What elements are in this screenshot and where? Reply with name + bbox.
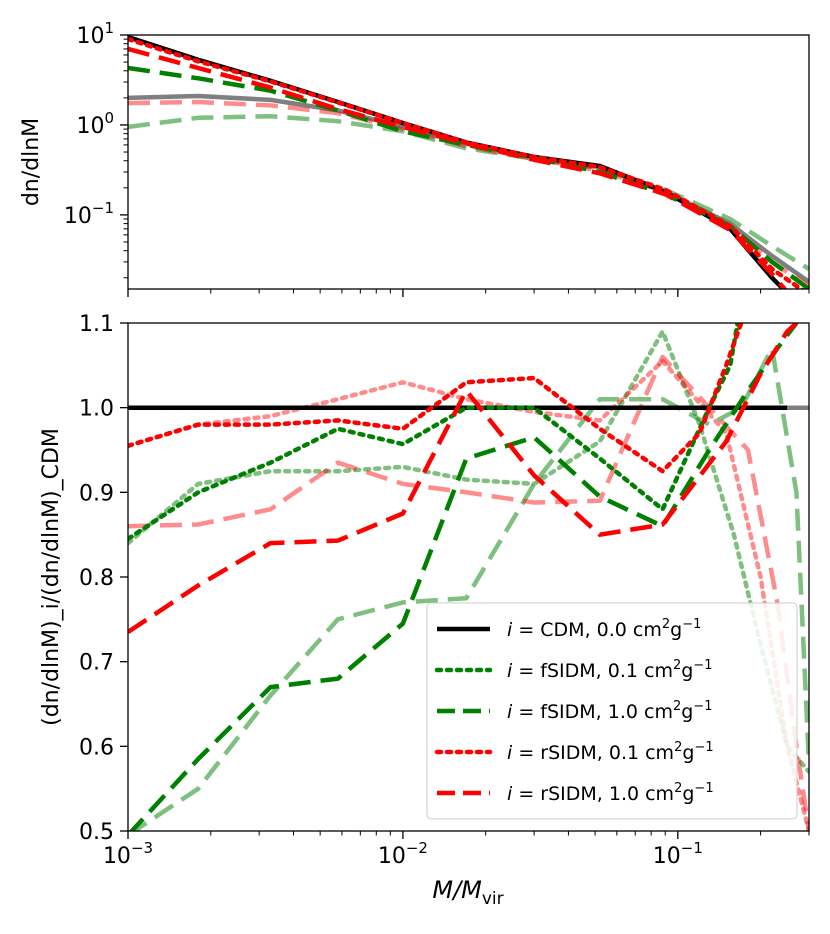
legend-sup1: 2 xyxy=(662,617,670,632)
bottom-series-lines xyxy=(128,323,809,831)
x-tick-base: 10 xyxy=(378,844,406,869)
legend-label: fSIDM, 1.0 cm xyxy=(540,701,673,723)
y-tick-label: 100 xyxy=(76,109,114,139)
y-tick-base: 10 xyxy=(76,114,104,139)
legend-entry-label: i = fSIDM, 1.0 cm2g−1 xyxy=(507,699,712,723)
legend-prefix: i = xyxy=(507,701,540,723)
y-tick-exp: 0 xyxy=(104,109,114,127)
bottom-panel: 10−3 10−2 10−10.50.60.70.80.91.01.1 (dn/dl… xyxy=(39,312,810,909)
y-tick-label: 10−1 xyxy=(64,199,114,229)
legend-mid: g xyxy=(670,619,682,641)
legend-prefix: i = xyxy=(507,742,540,764)
y-tick-label: 101 xyxy=(76,19,114,49)
legend-sup2: −1 xyxy=(694,740,713,755)
legend-sup2: −1 xyxy=(694,781,713,796)
series-line-rsidm-0-1-light xyxy=(128,358,809,831)
legend-mid: g xyxy=(682,742,694,764)
legend-sup2: −1 xyxy=(693,658,712,673)
legend-box xyxy=(426,602,798,820)
series-line-fsidm-1-0 xyxy=(128,65,809,289)
y-tick-label: 0.8 xyxy=(79,566,114,591)
legend-mid: g xyxy=(682,783,694,805)
x-axis-label: M/Mvir xyxy=(432,876,503,909)
x-tick-label: 10−2 xyxy=(378,839,428,869)
series-line-fsidm-0-1 xyxy=(128,323,740,542)
x-tick-label: 10−3 xyxy=(103,839,153,869)
legend-sup1: 2 xyxy=(673,699,681,714)
legend-sup2: −1 xyxy=(682,617,701,632)
legend-label: CDM, 0.0 cm xyxy=(540,619,662,641)
legend-mid: g xyxy=(681,660,693,682)
series-line-fsidm-1-0-light xyxy=(128,113,809,271)
x-tick-base: 10 xyxy=(103,844,131,869)
top-series-lines xyxy=(128,35,809,289)
x-tick-base: 10 xyxy=(653,844,681,869)
legend: i = CDM, 0.0 cm2g−1i = fSIDM, 0.1 cm2g−1… xyxy=(426,602,798,820)
legend-label: rSIDM, 1.0 cm xyxy=(540,783,674,805)
legend-entry-label: i = CDM, 0.0 cm2g−1 xyxy=(507,617,701,641)
series-line-cdm-light xyxy=(128,93,809,284)
legend-prefix: i = xyxy=(507,660,540,682)
y-tick-exp: −1 xyxy=(92,199,114,217)
y-tick-exp: 1 xyxy=(104,19,114,37)
top-ylabel: dn/dlnM xyxy=(19,118,44,206)
x-tick-label: 10−1 xyxy=(653,839,703,869)
series-line-rsidm-1-0 xyxy=(128,46,788,289)
series-line-rsidm-1-0-light xyxy=(128,99,809,289)
legend-prefix: i = xyxy=(507,619,540,641)
legend-mid: g xyxy=(681,701,693,723)
legend-entry-label: i = fSIDM, 0.1 cm2g−1 xyxy=(507,658,712,682)
legend-sup2: −1 xyxy=(693,699,712,714)
legend-sup1: 2 xyxy=(673,658,681,673)
legend-entry-label: i = rSIDM, 1.0 cm2g−1 xyxy=(507,781,714,805)
y-tick-label: 1.0 xyxy=(79,397,114,422)
series-line-rsidm-1-0 xyxy=(128,323,798,634)
x-axis-label-main: M/M xyxy=(432,876,482,904)
x-tick-exp: −2 xyxy=(406,839,428,857)
series-line-rsidm-1-0-light xyxy=(128,354,809,831)
y-tick-label: 0.9 xyxy=(79,481,114,506)
bottom-frame xyxy=(127,322,810,832)
bottom-ylabel: (dn/dlnM)_i/(dn/dlnM)_CDM xyxy=(39,428,64,726)
legend-sup1: 2 xyxy=(674,740,682,755)
y-tick-base: 10 xyxy=(76,24,104,49)
top-frame xyxy=(127,34,810,290)
legend-label: rSIDM, 0.1 cm xyxy=(540,742,674,764)
series-line-fsidm-1-0 xyxy=(128,323,799,831)
x-tick-exp: −1 xyxy=(681,839,703,857)
series-line-rsidm-0-1 xyxy=(128,323,744,474)
x-axis-label-sub: vir xyxy=(482,889,504,909)
series-line-fsidm-1-0-light xyxy=(130,346,809,831)
y-tick-label: 0.7 xyxy=(79,651,114,676)
y-tick-label: 1.1 xyxy=(79,312,114,337)
legend-entry-label: i = rSIDM, 0.1 cm2g−1 xyxy=(507,740,714,764)
y-tick-label: 0.5 xyxy=(79,820,114,845)
x-tick-exp: −3 xyxy=(131,839,153,857)
y-tick-label: 0.6 xyxy=(79,735,114,760)
bottom-axis-ticks: 10−3 10−2 10−10.50.60.70.80.91.01.1 xyxy=(79,312,810,869)
legend-sup1: 2 xyxy=(674,781,682,796)
y-tick-base: 10 xyxy=(64,204,92,229)
legend-label: fSIDM, 0.1 cm xyxy=(540,660,673,682)
legend-prefix: i = xyxy=(507,783,540,805)
